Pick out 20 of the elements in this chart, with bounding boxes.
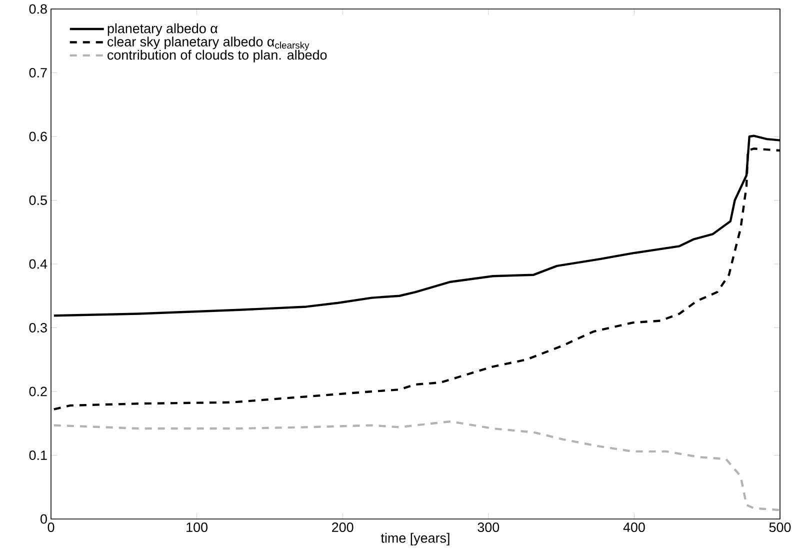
x-axis-title: time [years] bbox=[380, 532, 450, 546]
y-tick-label: 0.4 bbox=[29, 259, 48, 269]
x-tick-label: 500 bbox=[769, 522, 791, 532]
y-tick-label: 0.5 bbox=[29, 195, 47, 206]
y-tick-label: 0.7 bbox=[29, 68, 47, 78]
legend-label: clear sky planetary albedo α$_{clearsky}$ bbox=[108, 36, 310, 50]
x-tick-label: 100 bbox=[186, 522, 208, 532]
y-tick-label: 0.3 bbox=[29, 322, 47, 333]
y-tick-label: 0 bbox=[40, 514, 47, 524]
x-tick-label: 0 bbox=[48, 522, 54, 532]
x-tick-label: 300 bbox=[478, 522, 500, 532]
x-tick-label: 400 bbox=[623, 522, 645, 532]
legend-label: contribution of clouds to plan. albedo bbox=[108, 50, 327, 62]
y-tick-label: 0.8 bbox=[29, 4, 47, 14]
y-tick-label: 0.6 bbox=[29, 132, 47, 142]
line-series bbox=[52, 420, 780, 512]
x-tick-label: 200 bbox=[332, 522, 354, 532]
y-tick-label: 0.2 bbox=[29, 386, 47, 396]
y-tick-label: 0.1 bbox=[29, 450, 47, 460]
legend-label: planetary albedo α bbox=[108, 23, 218, 36]
